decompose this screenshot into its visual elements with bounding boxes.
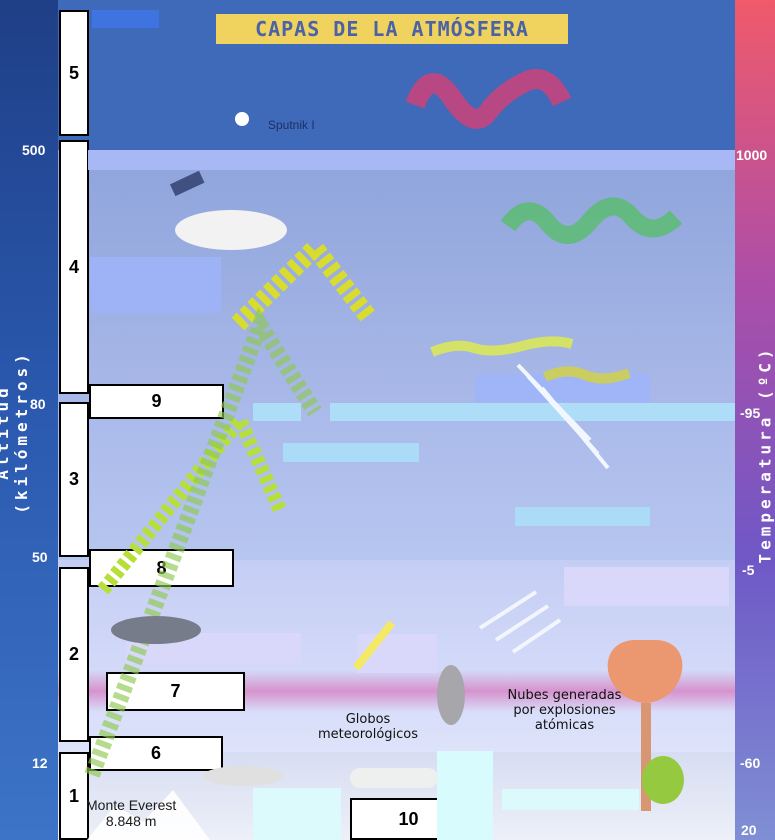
everest-label: Monte Everest 8.848 m [86,797,177,829]
cover-box-5 [283,443,419,462]
label-3: 3 [59,402,89,557]
mountain [87,790,210,840]
altitude-tick-12: 12 [32,755,48,771]
meteors-lower [478,590,562,654]
mushroom-cloud-stem [641,703,651,811]
polar-lights-yellow [430,336,574,357]
temperature-tick-20: 20 [741,822,757,838]
temperature-tick-minus95: -95 [740,405,761,421]
label-5: 5 [59,10,89,136]
altitude-bar [0,0,58,840]
cloud [350,768,438,788]
cover-box-4 [330,403,735,421]
meteor-yellow [352,620,396,671]
temperature-tick-minus60: -60 [740,755,761,771]
cover-box-3 [253,403,301,421]
label-1: 1 [59,752,89,840]
radio-wave-2 [97,406,287,595]
cover-box-7 [564,567,729,606]
radio-wave-1 [231,234,378,331]
cover-box-11 [253,788,341,840]
cover-box-12 [502,789,639,810]
altitude-tick-500: 500 [22,142,46,158]
aurora-green [500,197,683,244]
meteors-upper [516,363,610,470]
cover-top-border [88,150,735,170]
sputnik-label: Sputnik I [268,118,315,132]
radio-wave-3 [84,307,322,778]
temperature-tick-1000: 1000 [736,147,768,163]
layer-3 [58,403,735,560]
space-shuttle [175,210,287,250]
satellite [169,170,205,197]
airliner [203,766,283,786]
weather-balloon [437,665,465,725]
sputnik-icon [235,112,249,126]
polar-lights-yellow-2 [542,366,631,384]
temperature-tick-minus5: -5 [742,562,755,578]
fighter-jet [111,616,201,644]
globos-label: Globos meteorológicos [317,712,419,742]
altitude-tick-80: 80 [30,396,46,412]
label-4: 4 [59,140,89,394]
altitude-tick-50: 50 [32,549,48,565]
cover-box-1 [90,257,221,313]
hot-air-balloon [642,756,684,804]
aurora-red [405,69,572,129]
label-9: 9 [89,384,224,419]
label-2: 2 [59,567,89,742]
label-6: 6 [89,736,223,771]
cover-box-10 [437,751,493,840]
nubes-label: Nubes generadas por explosiones atómicas [507,688,622,733]
top-cover-block [92,10,159,28]
temperature-bar [735,0,775,840]
cover-box-6 [515,507,650,526]
page-title: CAPAS DE LA ATMÓSFERA [216,14,568,44]
mushroom-cloud-top [607,640,683,703]
